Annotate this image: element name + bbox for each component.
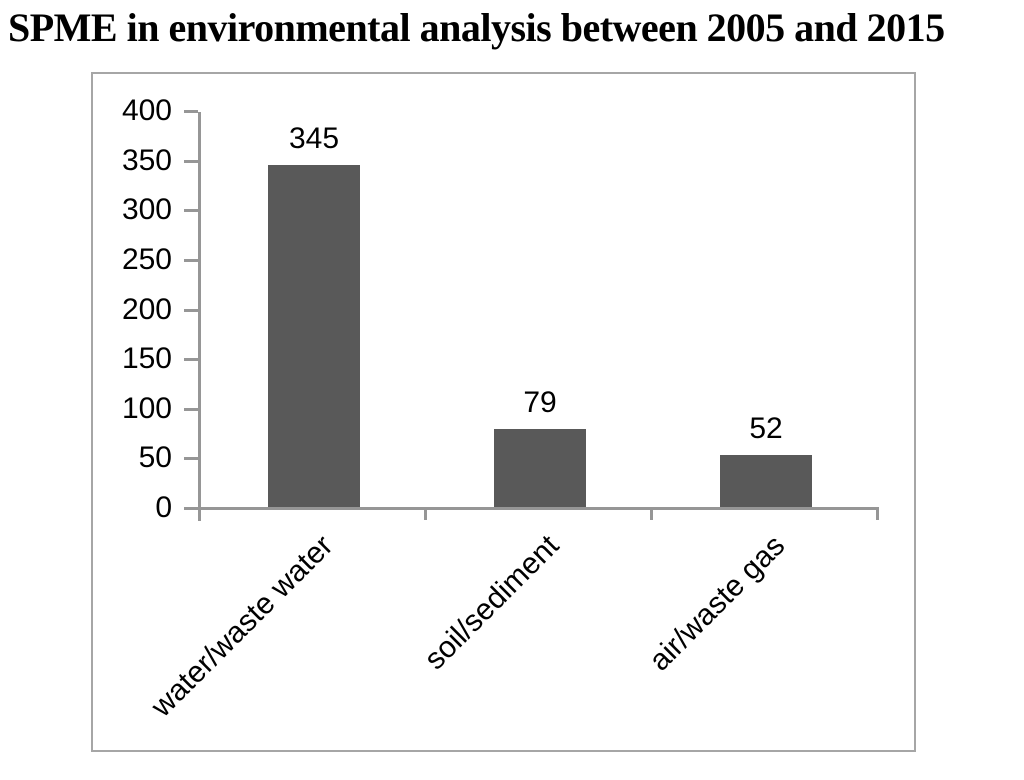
y-axis-tick bbox=[184, 358, 198, 361]
x-axis-tick bbox=[198, 507, 201, 520]
bar bbox=[268, 165, 360, 507]
chart-title: SPME in environmental analysis between 2… bbox=[8, 5, 945, 50]
y-axis-tick bbox=[184, 110, 198, 113]
y-axis-tick-label: 400 bbox=[121, 94, 172, 127]
y-axis-line bbox=[198, 112, 201, 521]
y-axis-tick bbox=[184, 408, 198, 411]
chart-plot-frame bbox=[91, 72, 916, 752]
y-axis-tick-label: 300 bbox=[121, 193, 172, 226]
x-axis-tick bbox=[876, 507, 879, 520]
y-axis-tick-label: 150 bbox=[121, 342, 172, 375]
y-axis-tick-label: 50 bbox=[138, 441, 172, 474]
y-axis-tick-label: 350 bbox=[121, 144, 172, 177]
y-axis-tick-label: 100 bbox=[121, 392, 172, 425]
y-axis-tick-label: 200 bbox=[121, 293, 172, 326]
x-axis-tick bbox=[650, 507, 653, 520]
bar-value-label: 345 bbox=[288, 122, 340, 155]
y-axis-tick bbox=[184, 309, 198, 312]
bar-value-label: 52 bbox=[749, 412, 783, 445]
y-axis-tick bbox=[184, 507, 198, 510]
bar bbox=[494, 429, 586, 507]
x-axis-tick bbox=[424, 507, 427, 520]
y-axis-tick bbox=[184, 259, 198, 262]
bar bbox=[720, 455, 812, 507]
y-axis-tick bbox=[184, 209, 198, 212]
y-axis-tick-label: 250 bbox=[121, 243, 172, 276]
y-axis-tick-label: 0 bbox=[155, 491, 172, 524]
y-axis-tick bbox=[184, 160, 198, 163]
y-axis-tick bbox=[184, 457, 198, 460]
bar-value-label: 79 bbox=[523, 386, 557, 419]
x-axis-line bbox=[198, 507, 879, 510]
